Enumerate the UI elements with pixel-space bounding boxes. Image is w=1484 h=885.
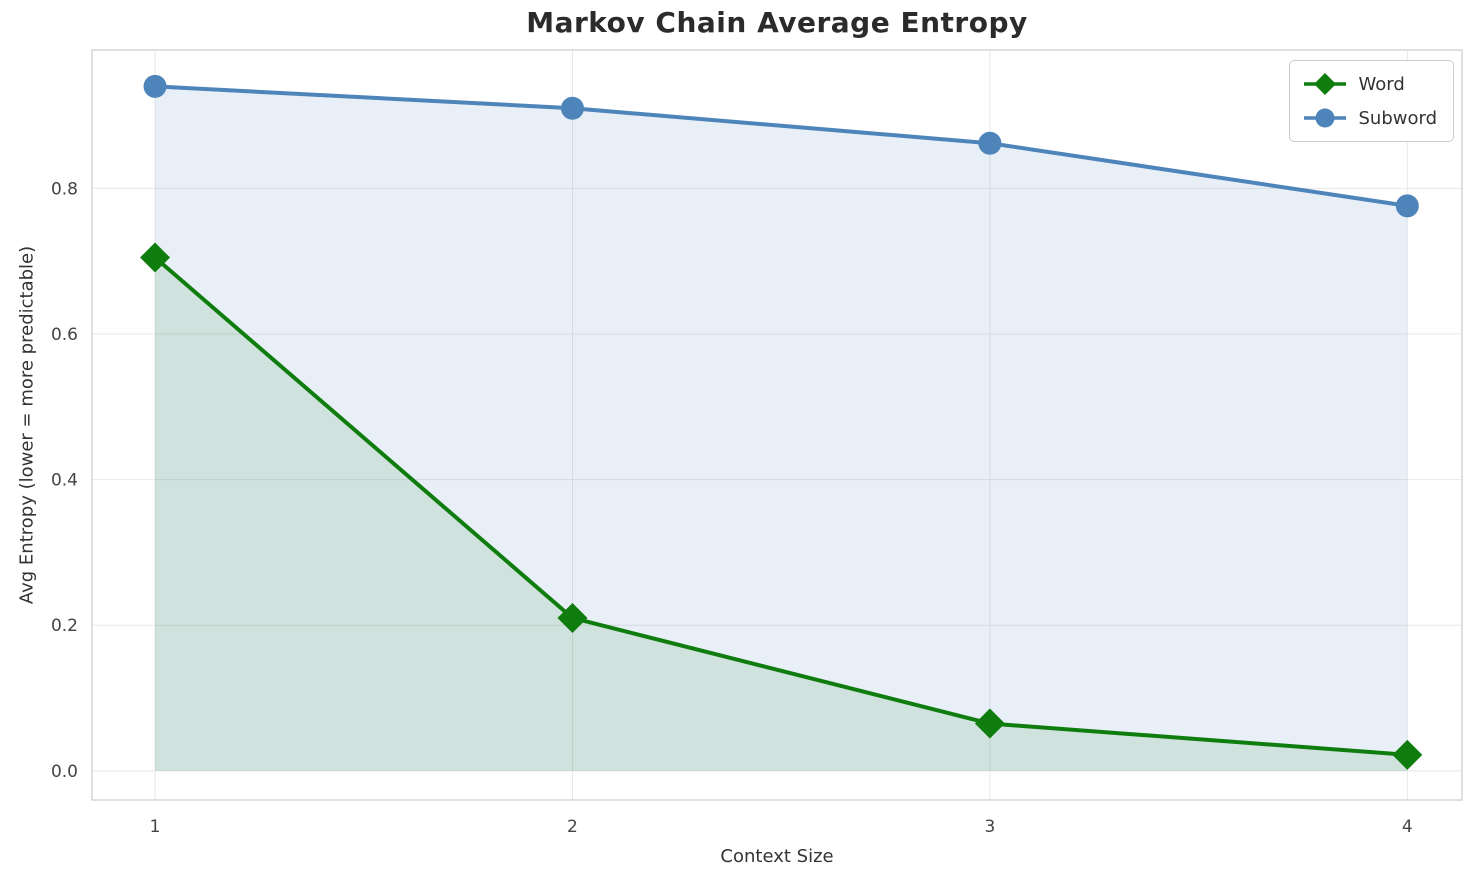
word-diamond-marker-icon <box>1304 73 1347 95</box>
y-axis-label: Avg Entropy (lower = more predictable) <box>16 245 38 605</box>
marker-subword <box>560 96 584 120</box>
marker-subword <box>1395 194 1419 218</box>
line-word <box>153 255 1410 757</box>
marker-word <box>974 708 1005 739</box>
legend-item-word: Word <box>1302 71 1437 97</box>
y-tick-label: 0.0 <box>51 762 78 782</box>
y-tick-label: 0.2 <box>51 616 78 636</box>
area-fill-subword <box>155 86 1408 771</box>
y-tick-label: 0.4 <box>51 471 78 491</box>
x-tick-label: 4 <box>1402 817 1413 837</box>
marker-word <box>140 242 171 273</box>
legend-label: Subword <box>1358 107 1437 129</box>
legend-label: Word <box>1358 73 1405 95</box>
legend: Word Subword <box>1289 60 1454 142</box>
subword-circle-marker-icon <box>1304 108 1347 128</box>
area-fill-word <box>155 257 1408 771</box>
marker-subword <box>143 74 167 98</box>
y-tick-label: 0.6 <box>51 325 78 345</box>
x-tick-label: 1 <box>150 817 161 837</box>
legend-item-subword: Subword <box>1302 105 1437 131</box>
x-axis-label: Context Size <box>720 846 834 867</box>
plot-frame <box>91 49 1463 801</box>
marker-word <box>1392 739 1423 770</box>
marker-subword <box>978 131 1002 155</box>
marker-word <box>557 602 588 633</box>
chart-title: Markov Chain Average Entropy <box>526 6 1028 39</box>
line-subword <box>153 84 1410 208</box>
x-tick-label: 2 <box>567 817 578 837</box>
x-tick-label: 3 <box>984 817 995 837</box>
y-tick-label: 0.8 <box>51 179 78 199</box>
